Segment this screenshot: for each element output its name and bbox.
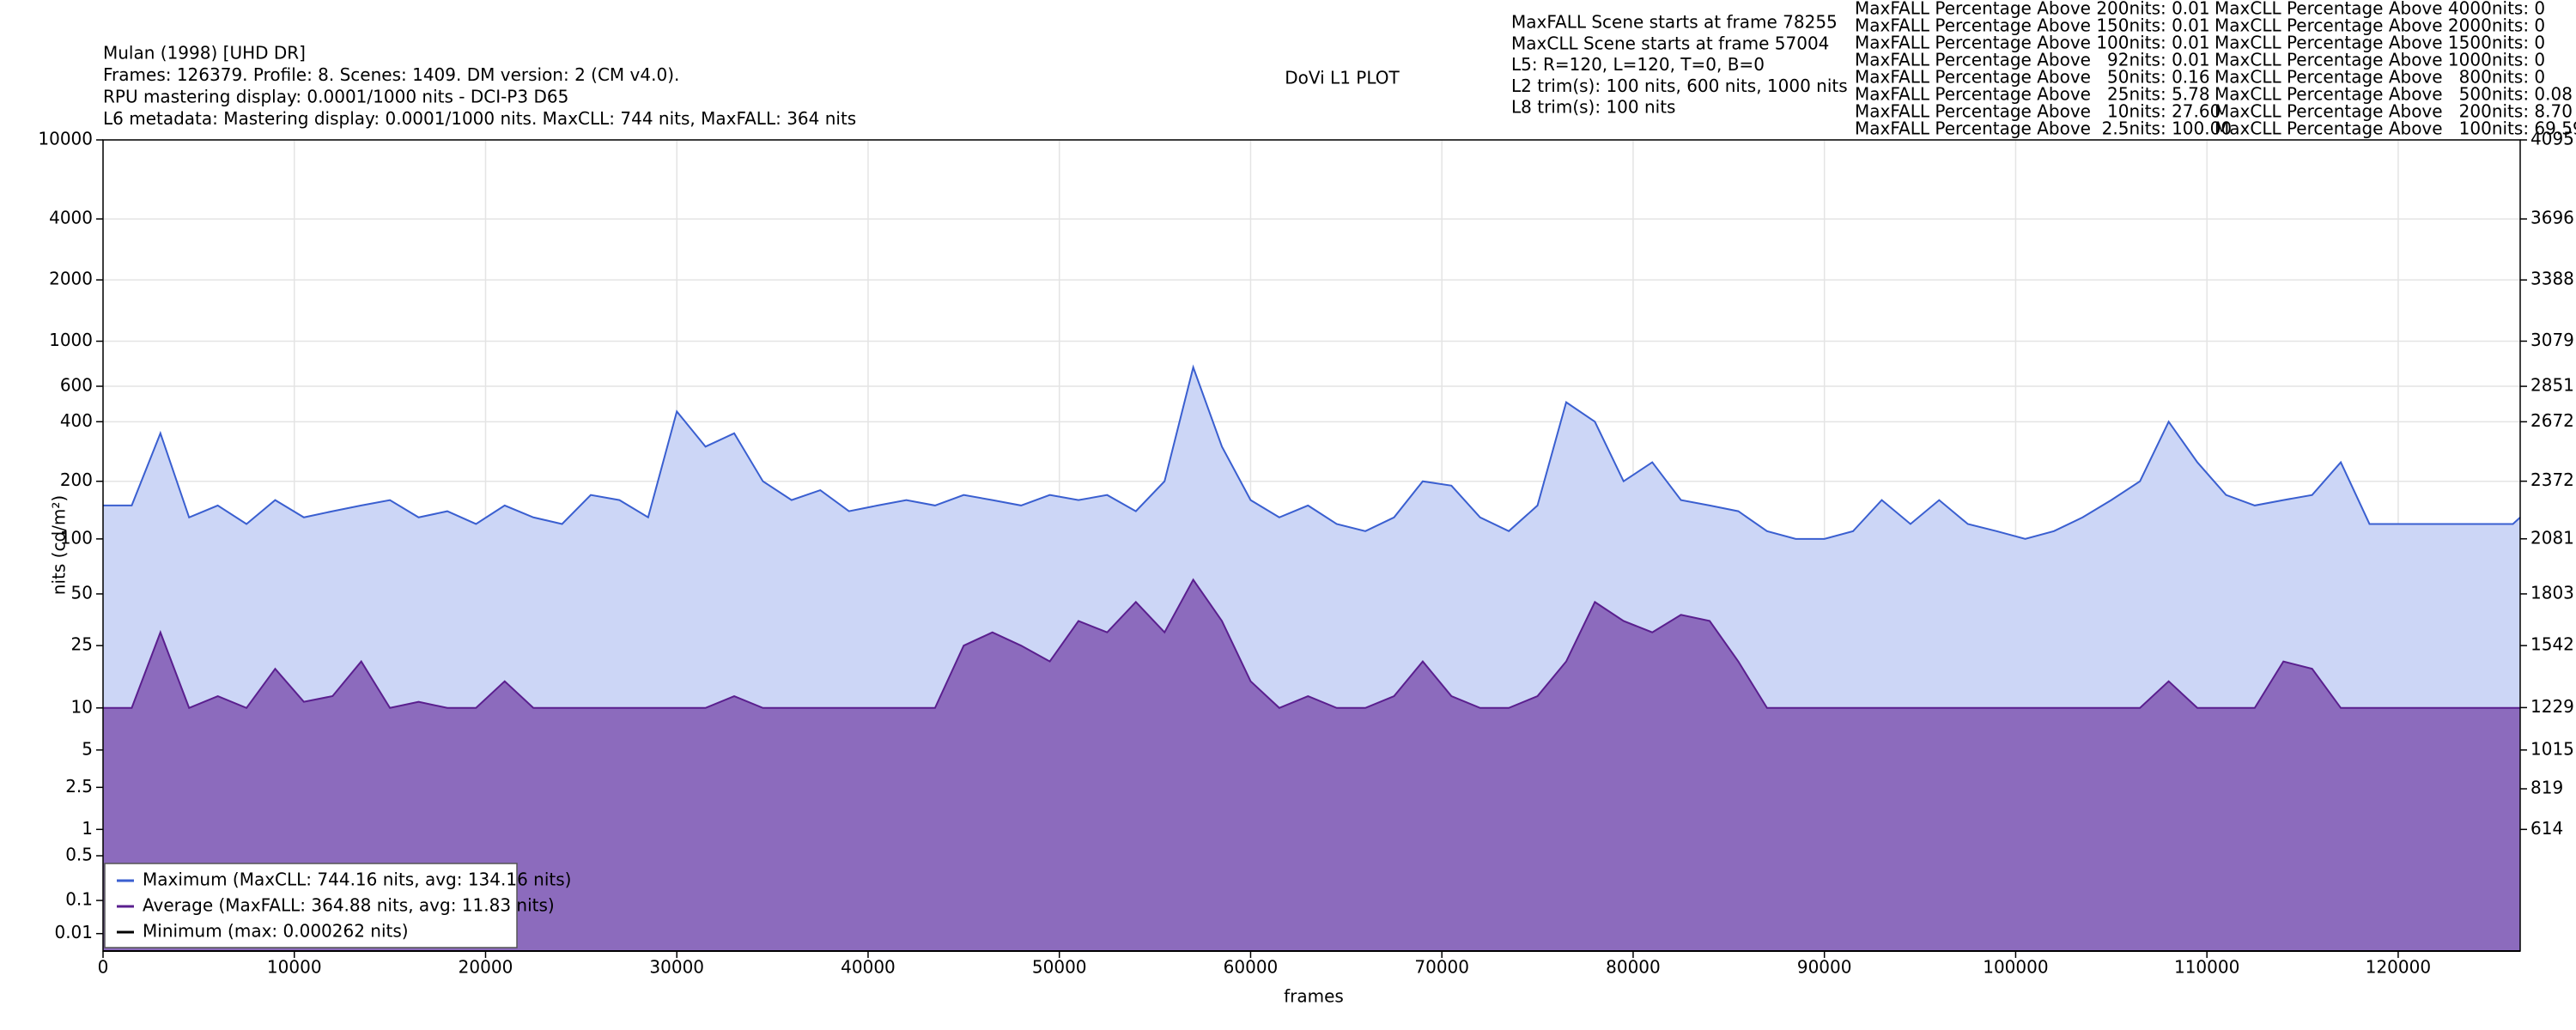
scene-info: L8 trim(s): 100 nits xyxy=(1511,97,1675,118)
x-tick-label: 120000 xyxy=(2366,957,2431,978)
y2-tick-label: 1803 xyxy=(2530,582,2574,603)
y-tick-label: 2.5 xyxy=(65,776,93,797)
maxcll-stat: MaxCLL Percentage Above 500nits: 0.08 xyxy=(2215,84,2573,105)
y-tick-label: 4000 xyxy=(49,208,93,228)
scene-info: L5: R=120, L=120, T=0, B=0 xyxy=(1511,54,1765,75)
y-tick-label: 600 xyxy=(60,375,93,396)
x-tick-label: 80000 xyxy=(1606,957,1661,978)
y-tick-label: 0.01 xyxy=(54,922,93,942)
scene-info: L2 trim(s): 100 nits, 600 nits, 1000 nit… xyxy=(1511,76,1848,96)
y2-tick-label: 614 xyxy=(2530,818,2563,839)
info-line: Mulan (1998) [UHD DR] xyxy=(103,43,306,64)
x-tick-label: 60000 xyxy=(1224,957,1279,978)
y-tick-label: 50 xyxy=(71,582,93,603)
x-tick-label: 100000 xyxy=(1983,957,2048,978)
y-tick-label: 5 xyxy=(82,738,93,759)
y-tick-label: 100 xyxy=(60,527,93,548)
plot-frame xyxy=(102,139,2521,952)
y2-tick-label: 2081 xyxy=(2530,527,2574,548)
y-tick-label: 10000 xyxy=(38,129,93,149)
scene-info: MaxFALL Scene starts at frame 78255 xyxy=(1511,12,1838,33)
series-line xyxy=(103,364,2521,540)
scene-info: MaxCLL Scene starts at frame 57004 xyxy=(1511,33,1829,53)
maxfall-stat: MaxFALL Percentage Above 10nits: 27.60 xyxy=(1855,101,2221,122)
maxcll-stat: MaxCLL Percentage Above 100nits: 69.59 xyxy=(2215,118,2576,139)
x-tick-label: 0 xyxy=(98,957,109,978)
y2-tick-label: 2672 xyxy=(2530,410,2574,431)
maxfall-stat: MaxFALL Percentage Above 2.5nits: 100.00 xyxy=(1855,118,2232,139)
maxcll-stat: MaxCLL Percentage Above 4000nits: 0 xyxy=(2215,0,2545,19)
maxcll-stat: MaxCLL Percentage Above 1500nits: 0 xyxy=(2215,33,2545,53)
x-axis-label: frames xyxy=(1284,986,1344,1007)
area-fill xyxy=(103,579,2520,951)
maxfall-stat: MaxFALL Percentage Above 50nits: 0.16 xyxy=(1855,67,2210,88)
x-tick-label: 30000 xyxy=(649,957,704,978)
legend-label: Maximum (MaxCLL: 744.16 nits, avg: 134.1… xyxy=(143,869,571,890)
legend-label: Average (MaxFALL: 364.88 nits, avg: 11.8… xyxy=(143,895,555,916)
maxcll-stat: MaxCLL Percentage Above 2000nits: 0 xyxy=(2215,15,2545,36)
info-line: L6 metadata: Mastering display: 0.0001/1… xyxy=(103,108,856,129)
y2-tick-label: 1542 xyxy=(2530,634,2574,655)
y2-tick-label: 4095 xyxy=(2530,129,2574,149)
maxfall-stat: MaxFALL Percentage Above 150nits: 0.01 xyxy=(1855,15,2210,36)
y-tick-label: 200 xyxy=(60,470,93,490)
chart-title: DoVi L1 PLOT xyxy=(1285,68,1400,88)
info-line: Frames: 126379. Profile: 8. Scenes: 1409… xyxy=(103,64,679,85)
maxcll-stat: MaxCLL Percentage Above 200nits: 8.70 xyxy=(2215,101,2573,122)
x-tick-label: 40000 xyxy=(841,957,896,978)
y-tick-label: 0.1 xyxy=(65,889,93,910)
y2-tick-label: 1015 xyxy=(2530,738,2574,759)
y-axis-label: nits (cd/m²) xyxy=(49,495,70,595)
maxfall-stat: MaxFALL Percentage Above 100nits: 0.01 xyxy=(1855,33,2210,53)
y-tick-label: 2000 xyxy=(49,269,93,289)
y-tick-label: 10 xyxy=(71,696,93,717)
y-tick-label: 0.5 xyxy=(65,845,93,865)
legend-label: Minimum (max: 0.000262 nits) xyxy=(143,921,409,942)
y2-tick-label: 819 xyxy=(2530,778,2563,798)
maxcll-stat: MaxCLL Percentage Above 1000nits: 0 xyxy=(2215,50,2545,70)
y2-tick-label: 2851 xyxy=(2530,375,2574,396)
maxcll-stat: MaxCLL Percentage Above 800nits: 0 xyxy=(2215,67,2545,88)
y2-tick-label: 3079 xyxy=(2530,330,2574,350)
series-line xyxy=(103,578,2520,710)
x-tick-label: 110000 xyxy=(2174,957,2239,978)
y2-tick-label: 2372 xyxy=(2530,470,2574,490)
y-tick-label: 25 xyxy=(71,634,93,655)
y-tick-label: 1000 xyxy=(49,330,93,350)
x-tick-label: 20000 xyxy=(459,957,513,978)
y2-tick-label: 3388 xyxy=(2530,269,2574,289)
x-tick-label: 50000 xyxy=(1032,957,1087,978)
x-tick-label: 10000 xyxy=(267,957,322,978)
y2-tick-label: 3696 xyxy=(2530,208,2574,228)
x-tick-label: 90000 xyxy=(1797,957,1852,978)
maxfall-stat: MaxFALL Percentage Above 25nits: 5.78 xyxy=(1855,84,2210,105)
y-tick-label: 1 xyxy=(82,818,93,839)
y-tick-label: 400 xyxy=(60,410,93,431)
legend-box xyxy=(104,863,518,948)
y2-tick-label: 1229 xyxy=(2530,696,2574,717)
x-tick-label: 70000 xyxy=(1414,957,1469,978)
maxfall-stat: MaxFALL Percentage Above 92nits: 0.01 xyxy=(1855,50,2210,70)
info-line: RPU mastering display: 0.0001/1000 nits … xyxy=(103,87,568,107)
maxfall-stat: MaxFALL Percentage Above 200nits: 0.01 xyxy=(1855,0,2210,19)
